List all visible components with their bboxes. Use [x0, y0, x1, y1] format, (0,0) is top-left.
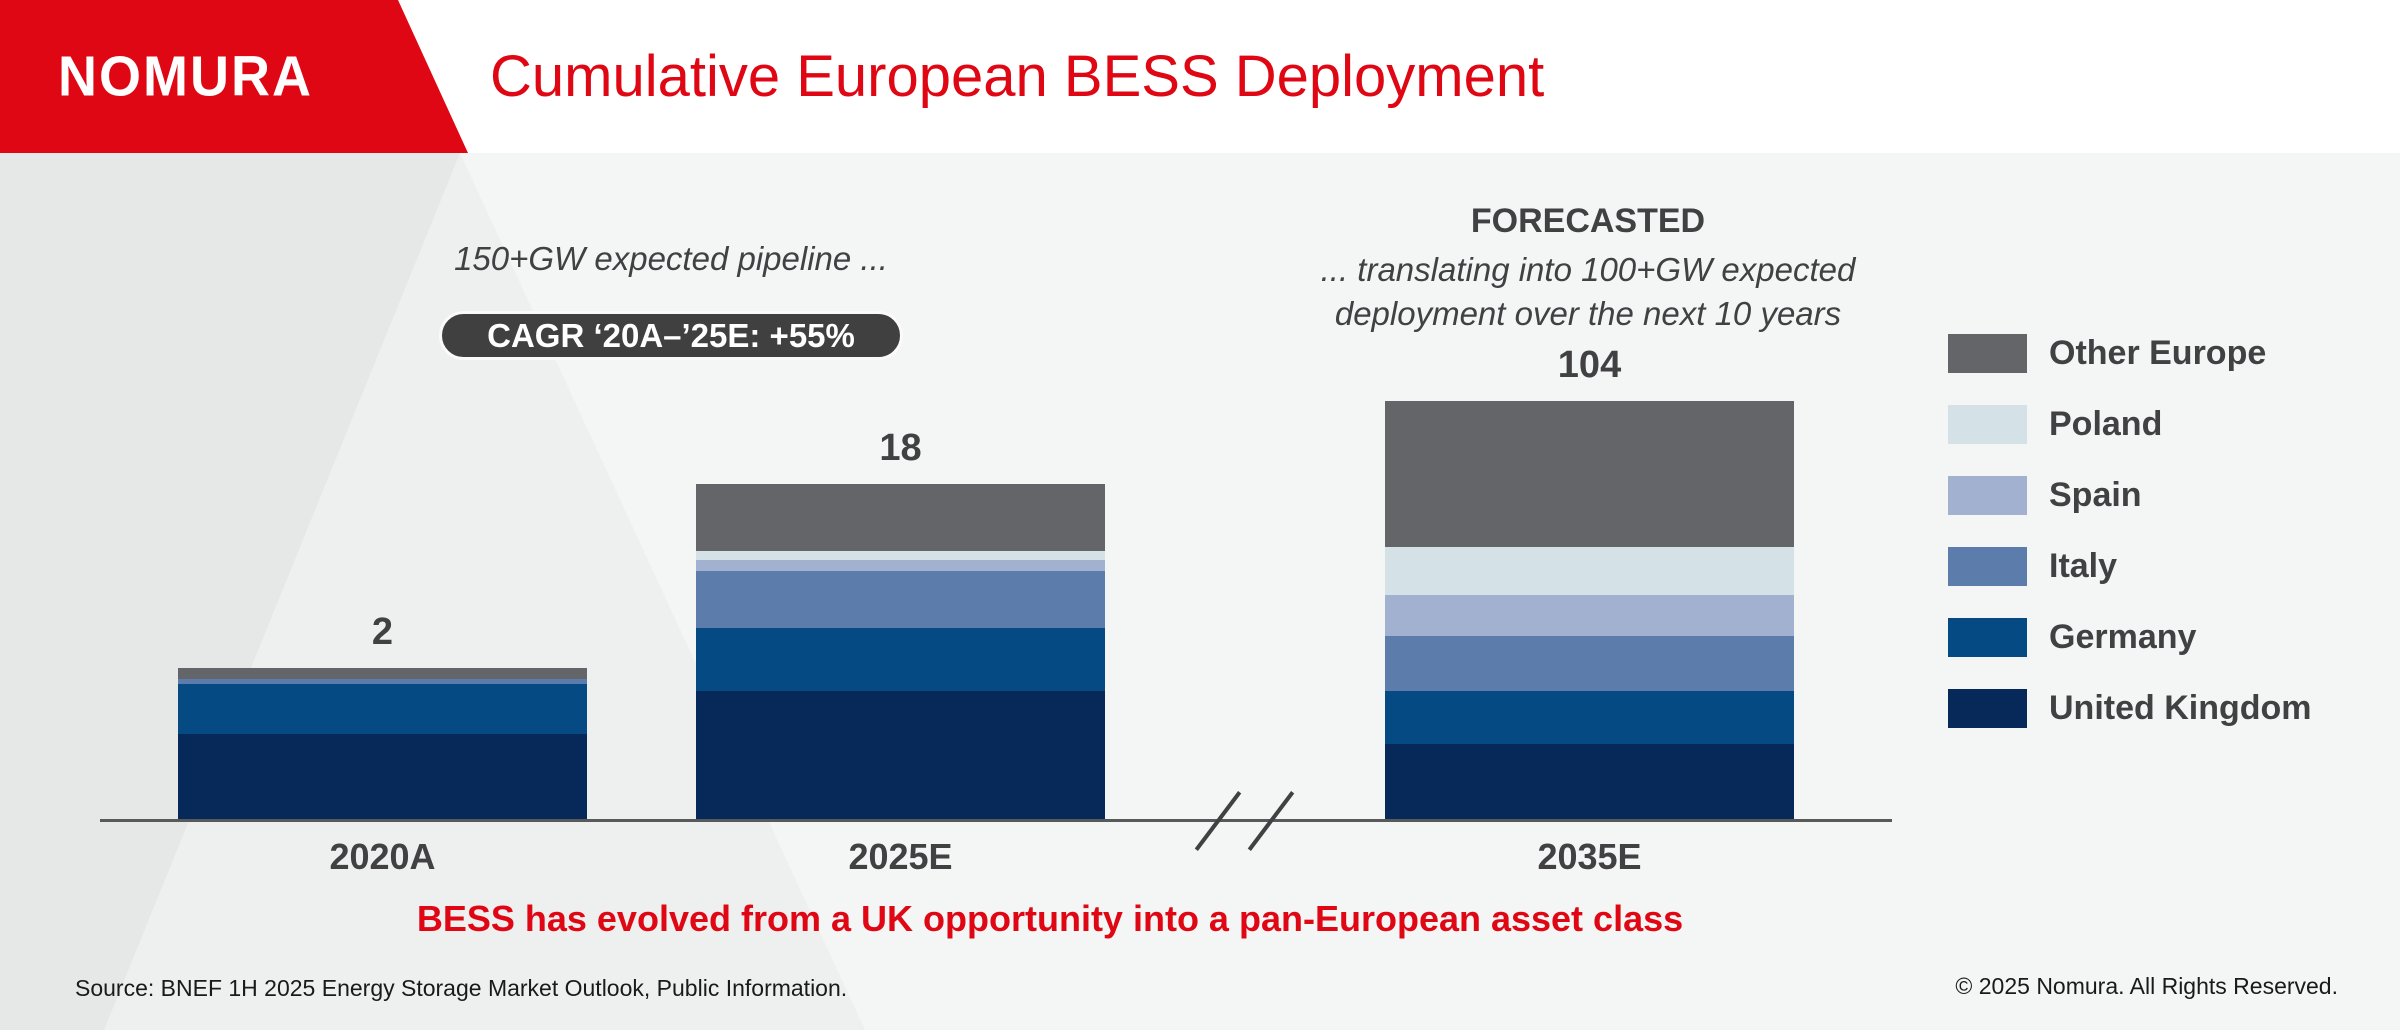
legend-label: Italy — [2049, 547, 2118, 585]
bar-segment-spain — [1385, 595, 1794, 636]
legend-item-italy: Italy — [1948, 547, 2312, 586]
bar-total-label-2020A: 2 — [371, 611, 394, 653]
legend-label: Spain — [2049, 476, 2142, 514]
bar-total-label-2035E: 104 — [1557, 344, 1622, 386]
legend-swatch-united-kingdom — [1948, 689, 2027, 728]
bar-segment-germany — [1385, 691, 1794, 744]
legend-item-united-kingdom: United Kingdom — [1948, 689, 2312, 728]
legend-swatch-other-europe — [1948, 334, 2027, 373]
x-axis-label-2035E: 2035E — [1537, 836, 1642, 877]
bar-segment-italy — [178, 679, 587, 684]
legend-item-poland: Poland — [1948, 405, 2312, 444]
pipeline-note: 150+GW expected pipeline ... — [454, 240, 888, 277]
bar-2035E — [1385, 401, 1794, 821]
forecast-note-line-1: ... translating into 100+GW expected — [1320, 251, 1856, 288]
bar-segment-united-kingdom — [1385, 744, 1794, 821]
bar-segment-poland — [696, 551, 1105, 560]
bar-segment-other-europe — [696, 484, 1105, 551]
legend-swatch-germany — [1948, 618, 2027, 657]
bar-segment-united-kingdom — [696, 691, 1105, 821]
chart-legend: Other Europe Poland Spain Italy Germany Unite… — [1948, 334, 2312, 760]
bar-segment-united-kingdom — [178, 734, 587, 821]
source-note: Source: BNEF 1H 2025 Energy Storage Mark… — [75, 975, 848, 1001]
legend-label: Other Europe — [2049, 334, 2267, 372]
x-axis-label-2020A: 2020A — [329, 836, 436, 877]
legend-swatch-poland — [1948, 405, 2027, 444]
legend-label: Germany — [2049, 618, 2197, 656]
key-message: BESS has evolved from a UK opportunity i… — [416, 898, 1684, 939]
legend-item-germany: Germany — [1948, 618, 2312, 657]
page-title: Cumulative European BESS Deployment — [490, 44, 1545, 109]
forecast-note: ... translating into 100+GW expected dep… — [1188, 248, 1988, 336]
bar-2020A — [178, 668, 587, 821]
legend-item-other-europe: Other Europe — [1948, 334, 2312, 373]
legend-label: United Kingdom — [2049, 689, 2312, 727]
bar-segment-germany — [696, 628, 1105, 691]
x-axis-label-2025E: 2025E — [848, 836, 953, 877]
forecast-note-line-2: deployment over the next 10 years — [1334, 295, 1842, 332]
legend-swatch-italy — [1948, 547, 2027, 586]
header-bar: NOMURA Cumulative European BESS Deployme… — [0, 0, 2400, 153]
cagr-badge: CAGR ‘20A–’25E: +55% — [439, 311, 903, 360]
legend-swatch-spain — [1948, 476, 2027, 515]
bar-segment-italy — [1385, 636, 1794, 691]
forecast-heading: FORECASTED — [1470, 202, 1706, 240]
bar-segment-poland — [1385, 547, 1794, 595]
bar-segment-other-europe — [1385, 401, 1794, 547]
bar-segment-germany — [178, 684, 587, 734]
bar-segment-other-europe — [178, 668, 587, 679]
nomura-banner: NOMURA — [0, 0, 468, 153]
legend-label: Poland — [2049, 405, 2163, 443]
nomura-logo: NOMURA — [58, 45, 313, 108]
bar-total-label-2025E: 18 — [879, 427, 922, 469]
bar-2025E — [696, 484, 1105, 821]
copyright-note: © 2025 Nomura. All Rights Reserved. — [1955, 973, 2338, 999]
bar-segment-italy — [696, 571, 1105, 628]
bar-segment-spain — [696, 560, 1105, 571]
legend-item-spain: Spain — [1948, 476, 2312, 515]
x-axis-line — [100, 819, 1892, 822]
